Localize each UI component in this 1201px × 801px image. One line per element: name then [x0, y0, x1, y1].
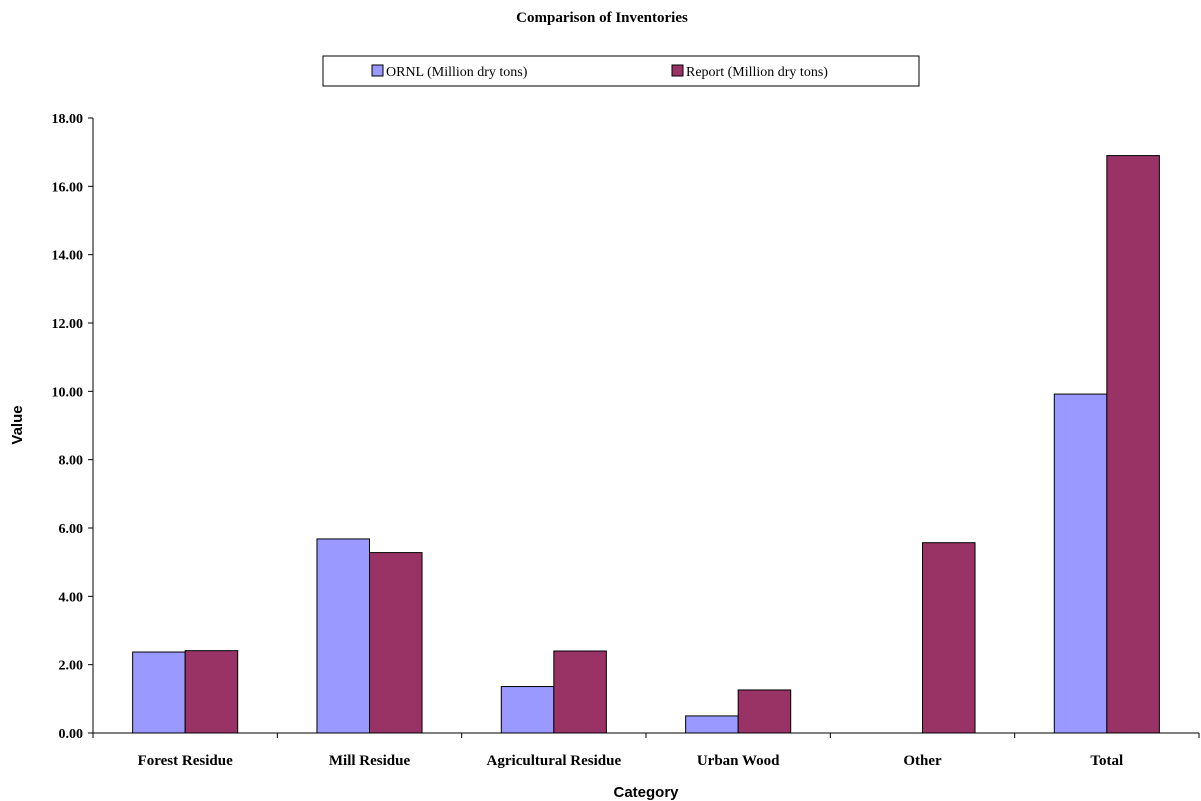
x-axis-label: Category	[613, 784, 679, 801]
y-tick-label: 6.00	[59, 522, 84, 537]
bar-ornl	[132, 651, 186, 734]
legend-swatch-report	[671, 64, 684, 77]
y-axis-label: Value	[9, 405, 26, 444]
y-tick-label: 2.00	[59, 659, 84, 674]
bar-report	[553, 650, 607, 734]
x-tick-label: Mill Residue	[329, 753, 411, 769]
y-tick-label: 18.00	[52, 112, 84, 127]
bar-ornl	[316, 538, 370, 734]
bar-report	[369, 552, 423, 734]
x-tick-label: Total	[1090, 753, 1123, 769]
x-tick-label: Forest Residue	[138, 753, 233, 769]
legend-label-report: Report (Million dry tons)	[686, 65, 828, 80]
x-tick-label: Other	[903, 753, 942, 769]
legend-box	[322, 55, 920, 87]
y-tick-label: 4.00	[59, 590, 84, 605]
bar-ornl	[500, 686, 555, 734]
x-ticks-group: Forest Residue Mill Residue Agricultural R…	[92, 733, 1200, 769]
bar-report	[922, 542, 976, 734]
legend-label-ornl: ORNL (Million dry tons)	[386, 65, 528, 80]
legend: ORNL (Million dry tons) Report (Million …	[322, 55, 920, 87]
bars-group	[132, 155, 1160, 734]
y-tick-label: 10.00	[52, 385, 84, 400]
bar-report	[184, 650, 239, 734]
x-tick-label: Agricultural Residue	[487, 753, 622, 769]
y-tick-label: 16.00	[52, 180, 84, 195]
y-tick-label: 0.00	[59, 727, 84, 742]
y-tick-label: 14.00	[52, 249, 84, 264]
bar-ornl	[1053, 393, 1108, 734]
y-tick-label: 12.00	[52, 317, 84, 332]
y-ticks-group: 0.00 2.00 4.00 6.00 8.00 10.00 12.00 14.00 16.00…	[52, 112, 93, 742]
x-tick-label: Urban Wood	[697, 753, 780, 769]
bar-ornl	[685, 715, 739, 734]
chart-title: Comparison of Inventories	[516, 10, 688, 26]
bar-report	[737, 689, 792, 734]
legend-swatch-ornl	[371, 64, 384, 77]
bar-report	[1106, 155, 1160, 734]
y-tick-label: 8.00	[59, 454, 84, 469]
axes-group	[92, 118, 1199, 734]
